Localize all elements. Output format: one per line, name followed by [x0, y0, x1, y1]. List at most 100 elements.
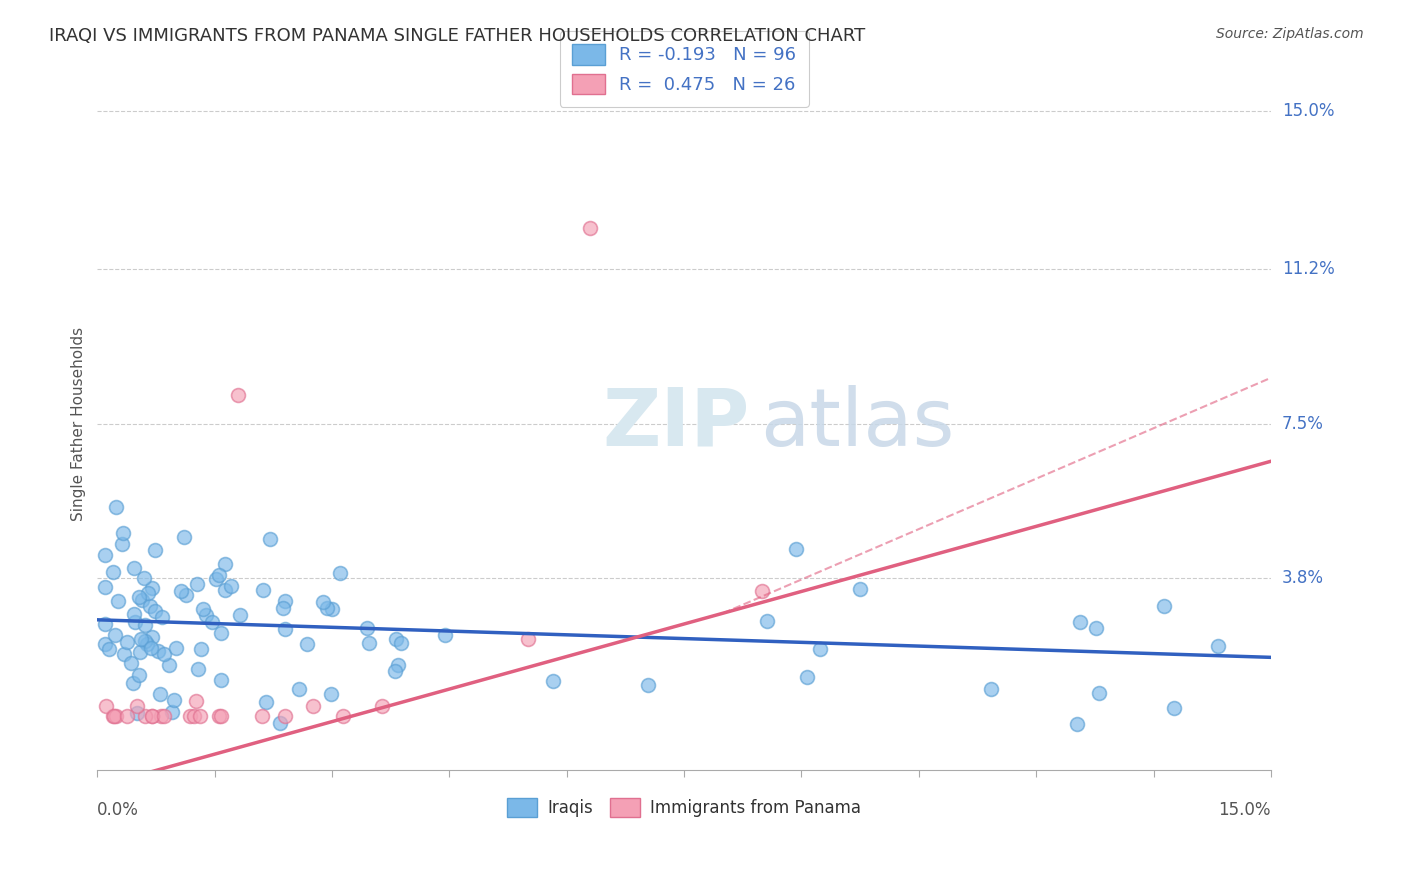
- Point: [808, 642, 831, 657]
- Point: [141, 708, 163, 723]
- Point: [134, 708, 156, 723]
- Point: [219, 579, 242, 593]
- Point: [122, 561, 145, 575]
- Point: [302, 698, 325, 713]
- Point: [165, 641, 187, 656]
- Point: [190, 641, 212, 656]
- Point: [143, 543, 166, 558]
- Point: [94, 637, 117, 651]
- Point: [162, 705, 184, 719]
- Point: [1084, 621, 1107, 635]
- Point: [94, 548, 117, 562]
- Point: [173, 530, 195, 544]
- Point: [128, 590, 150, 604]
- Point: [332, 708, 354, 723]
- Point: [1153, 599, 1175, 614]
- Point: [756, 614, 779, 628]
- Point: [128, 668, 150, 682]
- Point: [274, 708, 297, 723]
- Point: [356, 621, 378, 635]
- Point: [153, 648, 176, 662]
- Point: [541, 673, 564, 688]
- Point: [637, 677, 659, 691]
- Point: [125, 699, 148, 714]
- Point: [214, 557, 236, 571]
- Point: [115, 635, 138, 649]
- Point: [103, 708, 125, 723]
- Text: 7.5%: 7.5%: [1282, 415, 1324, 433]
- Point: [259, 533, 281, 547]
- Point: [176, 588, 198, 602]
- Point: [226, 387, 249, 401]
- Point: [201, 615, 224, 630]
- Text: Source: ZipAtlas.com: Source: ZipAtlas.com: [1216, 27, 1364, 41]
- Point: [107, 594, 129, 608]
- Point: [211, 708, 233, 723]
- Text: 0.0%: 0.0%: [97, 800, 139, 819]
- Text: 15.0%: 15.0%: [1282, 102, 1334, 120]
- Point: [209, 673, 232, 687]
- Point: [125, 706, 148, 720]
- Point: [111, 537, 134, 551]
- Point: [1208, 639, 1230, 653]
- Point: [208, 567, 231, 582]
- Point: [122, 675, 145, 690]
- Point: [319, 687, 342, 701]
- Point: [124, 615, 146, 629]
- Point: [136, 586, 159, 600]
- Point: [287, 681, 309, 696]
- Point: [139, 641, 162, 656]
- Point: [785, 542, 807, 557]
- Point: [434, 628, 457, 642]
- Point: [186, 694, 208, 708]
- Point: [849, 582, 872, 596]
- Point: [141, 708, 163, 723]
- Text: atlas: atlas: [761, 384, 955, 463]
- Point: [183, 708, 205, 723]
- Point: [751, 583, 773, 598]
- Point: [316, 601, 339, 615]
- Point: [295, 637, 318, 651]
- Point: [163, 693, 186, 707]
- Point: [139, 599, 162, 614]
- Point: [980, 681, 1002, 696]
- Point: [796, 670, 818, 684]
- Point: [152, 708, 174, 723]
- Point: [254, 695, 277, 709]
- Point: [370, 699, 392, 714]
- Point: [269, 716, 291, 731]
- Point: [149, 708, 172, 723]
- Point: [134, 633, 156, 648]
- Point: [208, 708, 231, 723]
- Text: 15.0%: 15.0%: [1219, 800, 1271, 819]
- Point: [1066, 717, 1088, 731]
- Point: [312, 595, 335, 609]
- Point: [143, 604, 166, 618]
- Point: [101, 708, 124, 723]
- Point: [97, 641, 120, 656]
- Point: [129, 632, 152, 647]
- Point: [122, 607, 145, 622]
- Point: [94, 616, 117, 631]
- Point: [117, 708, 139, 723]
- Point: [179, 708, 201, 723]
- Point: [1088, 686, 1111, 700]
- Text: 3.8%: 3.8%: [1282, 569, 1324, 587]
- Point: [188, 708, 211, 723]
- Point: [1163, 701, 1185, 715]
- Point: [157, 658, 180, 673]
- Point: [191, 602, 214, 616]
- Point: [209, 626, 232, 640]
- Point: [101, 565, 124, 579]
- Legend: Iraqis, Immigrants from Panama: Iraqis, Immigrants from Panama: [501, 791, 868, 824]
- Point: [134, 618, 156, 632]
- Point: [271, 600, 294, 615]
- Point: [111, 526, 134, 541]
- Point: [516, 632, 538, 647]
- Point: [384, 664, 406, 678]
- Point: [252, 583, 274, 598]
- Point: [187, 662, 209, 676]
- Point: [579, 220, 602, 235]
- Point: [94, 580, 117, 594]
- Point: [150, 610, 173, 624]
